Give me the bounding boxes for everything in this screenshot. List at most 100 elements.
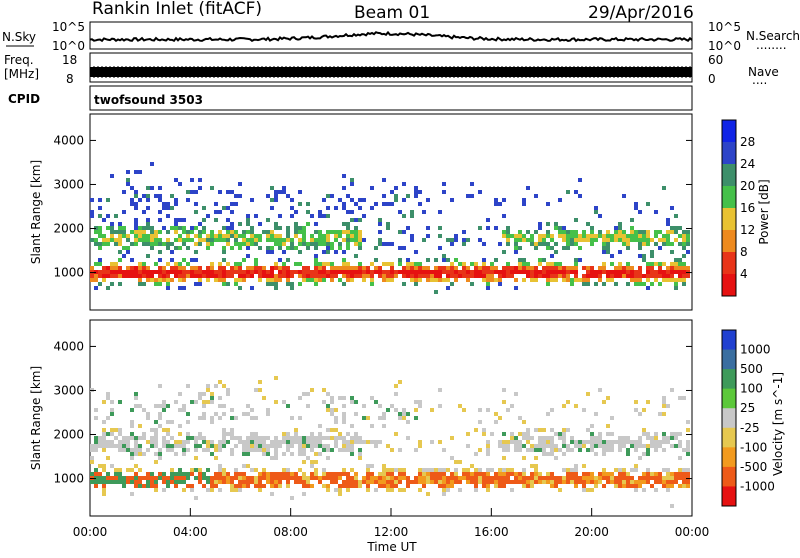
heatmap-cell [634, 468, 638, 472]
heatmap-cell [638, 484, 642, 488]
heatmap-cell [154, 278, 158, 282]
heatmap-cell [686, 476, 690, 480]
heatmap-cell [150, 242, 154, 246]
heatmap-cell [98, 258, 102, 262]
heatmap-cell [654, 270, 658, 274]
heatmap-cell [218, 230, 222, 234]
heatmap-cell [250, 480, 254, 484]
heatmap-cell [302, 448, 306, 452]
heatmap-cell [586, 472, 590, 476]
heatmap-cell [590, 480, 594, 484]
heatmap-cell [514, 238, 518, 242]
heatmap-cell [646, 448, 650, 452]
heatmap-cell [650, 270, 654, 274]
heatmap-cell [234, 234, 238, 238]
heatmap-cell [170, 468, 174, 472]
heatmap-cell [486, 484, 490, 488]
heatmap-cell [114, 238, 118, 242]
heatmap-cell [238, 488, 242, 492]
heatmap-cell [198, 186, 202, 190]
heatmap-cell [122, 440, 126, 444]
heatmap-cell [366, 484, 370, 488]
heatmap-cell [142, 226, 146, 230]
heatmap-cell [414, 400, 418, 404]
heatmap-cell [230, 488, 234, 492]
heatmap-cell [286, 238, 290, 242]
heatmap-cell [442, 190, 446, 194]
heatmap-cell [218, 234, 222, 238]
heatmap-cell [606, 234, 610, 238]
heatmap-cell [134, 226, 138, 230]
heatmap-cell [158, 282, 162, 286]
heatmap-cell [326, 206, 330, 210]
heatmap-cell [182, 242, 186, 246]
heatmap-cell [354, 254, 358, 258]
heatmap-cell [186, 432, 190, 436]
heatmap-cell [166, 432, 170, 436]
heatmap-cell [258, 388, 262, 392]
heatmap-cell [442, 488, 446, 492]
heatmap-cell [614, 274, 618, 278]
heatmap-cell [346, 210, 350, 214]
heatmap-cell [318, 436, 322, 440]
heatmap-cell [302, 440, 306, 444]
heatmap-cell [362, 278, 366, 282]
heatmap-cell [490, 262, 494, 266]
heatmap-cell [346, 480, 350, 484]
heatmap-cell [174, 472, 178, 476]
heatmap-cell [178, 468, 182, 472]
heatmap-cell [126, 182, 130, 186]
heatmap-cell [254, 432, 258, 436]
heatmap-cell [318, 214, 322, 218]
heatmap-cell [422, 472, 426, 476]
heatmap-cell [118, 242, 122, 246]
heatmap-cell [182, 440, 186, 444]
heatmap-cell [106, 286, 110, 290]
heatmap-cell [414, 476, 418, 480]
heatmap-cell [610, 238, 614, 242]
heatmap-cell [334, 476, 338, 480]
heatmap-cell [262, 472, 266, 476]
colorbar-segment [722, 186, 736, 209]
heatmap-cell [130, 424, 134, 428]
heatmap-cell [598, 266, 602, 270]
heatmap-cell [550, 262, 554, 266]
heatmap-cell [166, 230, 170, 234]
heatmap-cell [670, 436, 674, 440]
heatmap-cell [322, 198, 326, 202]
heatmap-cell [310, 274, 314, 278]
heatmap-cell [626, 448, 630, 452]
heatmap-cell [358, 262, 362, 266]
heatmap-cell [522, 456, 526, 460]
heatmap-cell [522, 432, 526, 436]
heatmap-cell [150, 270, 154, 274]
heatmap-cell [346, 242, 350, 246]
heatmap-cell [206, 480, 210, 484]
heatmap-cell [618, 440, 622, 444]
heatmap-cell [210, 238, 214, 242]
heatmap-cell [662, 404, 666, 408]
heatmap-cell [554, 262, 558, 266]
heatmap-cell [178, 408, 182, 412]
heatmap-cell [646, 472, 650, 476]
heatmap-cell [646, 234, 650, 238]
heatmap-cell [282, 400, 286, 404]
heatmap-cell [306, 456, 310, 460]
heatmap-cell [266, 436, 270, 440]
heatmap-cell [362, 266, 366, 270]
heatmap-cell [130, 480, 134, 484]
heatmap-cell [342, 480, 346, 484]
heatmap-cell [258, 380, 262, 384]
power-ylabel: Slant Range [km] [29, 160, 43, 264]
heatmap-cell [634, 270, 638, 274]
heatmap-cell [546, 444, 550, 448]
heatmap-cell [222, 468, 226, 472]
heatmap-cell [634, 400, 638, 404]
heatmap-cell [498, 278, 502, 282]
heatmap-cell [622, 444, 626, 448]
colorbar-tick-label: 1000 [740, 343, 771, 357]
heatmap-cell [306, 242, 310, 246]
heatmap-cell [178, 266, 182, 270]
heatmap-cell [278, 190, 282, 194]
heatmap-cell [234, 266, 238, 270]
